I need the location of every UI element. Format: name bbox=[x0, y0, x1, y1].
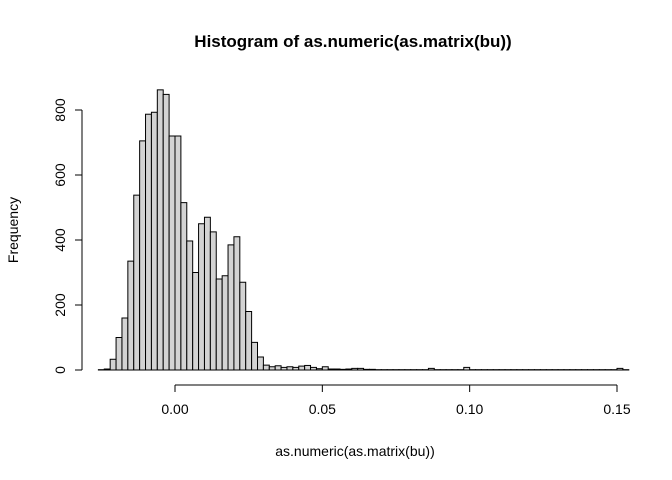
x-tick-label: 0.15 bbox=[603, 401, 630, 417]
histogram-bar bbox=[168, 135, 176, 371]
histogram-bar bbox=[180, 202, 188, 371]
histogram-bar bbox=[339, 368, 347, 371]
histogram-bar bbox=[257, 356, 264, 371]
y-axis: 0 200 400 600 800 bbox=[52, 98, 83, 374]
histogram-bar bbox=[121, 317, 129, 371]
histogram-bar bbox=[351, 367, 359, 371]
histogram-bar bbox=[103, 368, 111, 371]
histogram-bar bbox=[310, 366, 317, 371]
histogram-bar bbox=[127, 260, 135, 371]
histogram-bar bbox=[162, 93, 170, 371]
histogram-bar bbox=[186, 240, 194, 371]
histogram-bar bbox=[115, 337, 123, 371]
histogram-bar bbox=[145, 113, 152, 371]
x-tick-label: 0.10 bbox=[456, 401, 483, 417]
chart-title: Histogram of as.numeric(as.matrix(bu)) bbox=[194, 32, 511, 51]
histogram-bar bbox=[321, 366, 329, 371]
histogram-bar bbox=[156, 89, 164, 371]
histogram-bar bbox=[262, 364, 270, 371]
histogram-bar bbox=[280, 366, 288, 371]
histogram-bar bbox=[239, 281, 247, 371]
histogram-bar bbox=[133, 194, 141, 371]
histogram-bar bbox=[192, 272, 200, 371]
y-tick-label: 600 bbox=[52, 163, 68, 187]
histogram-bar bbox=[150, 111, 158, 371]
histogram-bar bbox=[616, 367, 624, 371]
y-tick-label: 400 bbox=[52, 228, 68, 252]
histogram-bar bbox=[333, 368, 341, 371]
histogram-bar bbox=[251, 341, 259, 371]
y-tick-label: 200 bbox=[52, 293, 68, 317]
x-axis: 0.00 0.05 0.10 0.15 bbox=[161, 384, 631, 417]
histogram-bar bbox=[198, 223, 205, 371]
histogram-bar bbox=[315, 368, 323, 371]
histogram-bar bbox=[209, 231, 217, 371]
histogram-bar bbox=[327, 368, 335, 371]
histogram-bar bbox=[245, 311, 253, 371]
x-axis-label: as.numeric(as.matrix(bu)) bbox=[275, 443, 434, 459]
histogram-bars bbox=[97, 89, 630, 371]
histogram-bar bbox=[109, 358, 117, 371]
histogram-bar bbox=[363, 368, 370, 371]
histogram-bar bbox=[292, 366, 300, 371]
y-tick-label: 0 bbox=[52, 366, 68, 374]
x-tick-label: 0.00 bbox=[161, 401, 188, 417]
histogram-bar bbox=[221, 275, 229, 371]
histogram-bar bbox=[215, 278, 223, 371]
histogram-bar bbox=[368, 368, 376, 371]
histogram-bar bbox=[227, 244, 235, 371]
histogram-bar bbox=[139, 140, 147, 371]
y-axis-label: Frequency bbox=[5, 197, 21, 263]
histogram-bar bbox=[203, 216, 211, 371]
histogram-bar bbox=[345, 368, 353, 371]
histogram-bar bbox=[463, 366, 471, 371]
histogram-bar bbox=[357, 367, 365, 371]
histogram-bar bbox=[233, 236, 241, 371]
histogram-bar bbox=[174, 135, 182, 371]
y-tick-label: 800 bbox=[52, 98, 68, 122]
histogram-bar bbox=[268, 366, 276, 371]
histogram-bar bbox=[298, 365, 306, 371]
x-tick-label: 0.05 bbox=[309, 401, 336, 417]
histogram-bar bbox=[274, 365, 282, 371]
histogram-bar bbox=[304, 364, 312, 371]
histogram-bar bbox=[286, 366, 294, 371]
histogram-bar bbox=[427, 367, 435, 371]
